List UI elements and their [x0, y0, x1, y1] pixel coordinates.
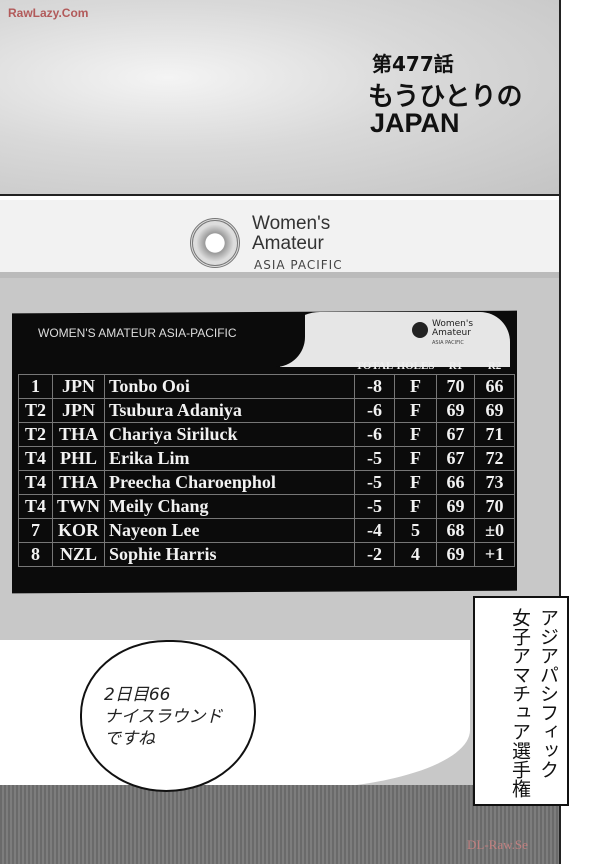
- watermark-bottom: DL-Raw.Se: [467, 837, 528, 852]
- cell-name: Nayeon Lee: [104, 517, 356, 543]
- cell-country: JPN: [51, 397, 106, 423]
- cell-total: -4: [354, 517, 396, 543]
- cell-total: -5: [354, 445, 396, 471]
- watermark-top: RawLazy.Com: [8, 6, 89, 20]
- sky-panel: [0, 0, 560, 196]
- cell-name: Meily Chang: [104, 493, 356, 519]
- leaderboard-row: 7 KOR Nayeon Lee -4 5 68 ±0: [18, 517, 516, 543]
- leaderboard-row: T4 PHL Erika Lim -5 F 67 72: [18, 445, 516, 471]
- ground: [0, 785, 559, 864]
- cell-holes: F: [394, 373, 438, 399]
- cell-total: -6: [354, 421, 396, 447]
- cell-holes: 5: [394, 517, 438, 543]
- cell-name: Tsubura Adaniya: [104, 397, 356, 423]
- cell-r2: 73: [474, 469, 516, 495]
- cell-r1: 69: [436, 493, 476, 519]
- panel-border: [559, 0, 561, 864]
- cell-pos: T4: [18, 469, 53, 495]
- col-total: TOTAL: [355, 359, 394, 372]
- leaderboard-table: TOTAL HOLES R1 R2 1 JPN Tonbo Ooi -8 F 70 66 T2…: [18, 358, 516, 567]
- cell-country: JPN: [51, 373, 106, 399]
- chapter-number: 第477話: [372, 52, 454, 76]
- cell-pos: T2: [18, 421, 53, 447]
- cell-pos: T2: [18, 397, 53, 423]
- cell-r2: ±0: [474, 517, 516, 543]
- chapter-title-line1: もうひとりの: [368, 82, 523, 112]
- banner-logo-sub: ASIA PACIFIC: [254, 258, 343, 272]
- cell-r1: 67: [436, 421, 476, 447]
- cell-name: Tonbo Ooi: [104, 373, 356, 399]
- cell-holes: F: [394, 421, 438, 447]
- cell-holes: 4: [394, 541, 438, 567]
- cell-pos: T4: [18, 445, 53, 471]
- cell-r1: 70: [436, 373, 476, 399]
- leaderboard-row: T2 JPN Tsubura Adaniya -6 F 69 69: [18, 397, 516, 423]
- cell-name: Sophie Harris: [104, 541, 356, 567]
- cell-r1: 69: [436, 541, 476, 567]
- cell-total: -2: [354, 541, 396, 567]
- tournament-logo-icon: [190, 218, 240, 268]
- cell-total: -5: [354, 469, 396, 495]
- cell-pos: 8: [18, 541, 53, 567]
- caption-box: [473, 596, 569, 806]
- col-holes: HOLES: [396, 359, 435, 372]
- banner-logo-text: Women's Amateur: [252, 213, 331, 254]
- cell-country: TWN: [51, 493, 106, 519]
- mini-logo-sub: ASIA PACIFIC: [432, 340, 464, 346]
- cell-country: PHL: [51, 445, 106, 471]
- cell-country: KOR: [51, 517, 106, 543]
- tournament-banner: [0, 200, 559, 278]
- cell-r1: 66: [436, 469, 476, 495]
- mini-logo-icon: [412, 322, 428, 338]
- cell-r2: 66: [474, 373, 516, 399]
- cell-holes: F: [394, 469, 438, 495]
- cell-r2: 71: [474, 421, 516, 447]
- cell-r2: 70: [474, 493, 516, 519]
- speech-bubble-text: 2日目66 ナイスラウンド ですね: [104, 685, 223, 749]
- cell-r1: 67: [436, 445, 476, 471]
- cell-country: THA: [51, 421, 106, 447]
- cell-r2: 72: [474, 445, 516, 471]
- cell-country: NZL: [51, 541, 106, 567]
- cell-r1: 68: [436, 517, 476, 543]
- col-r2: R2: [487, 359, 502, 372]
- speech-bubble: [80, 640, 256, 792]
- leaderboard-row: T4 THA Preecha Charoenphol -5 F 66 73: [18, 469, 516, 495]
- cell-name: Erika Lim: [104, 445, 356, 471]
- leaderboard-row: T2 THA Chariya Siriluck -6 F 67 71: [18, 421, 516, 447]
- cell-total: -5: [354, 493, 396, 519]
- leaderboard-row: 1 JPN Tonbo Ooi -8 F 70 66: [18, 373, 516, 399]
- cell-r2: +1: [474, 541, 516, 567]
- cell-name: Chariya Siriluck: [104, 421, 356, 447]
- cell-country: THA: [51, 469, 106, 495]
- cell-pos: T4: [18, 493, 53, 519]
- board-logo-area: [280, 312, 510, 367]
- cell-pos: 1: [18, 373, 53, 399]
- leaderboard-row: 8 NZL Sophie Harris -2 4 69 +1: [18, 541, 516, 567]
- cell-total: -6: [354, 397, 396, 423]
- cell-name: Preecha Charoenphol: [104, 469, 356, 495]
- cell-r2: 69: [474, 397, 516, 423]
- leaderboard-heading: WOMEN'S AMATEUR ASIA-PACIFIC: [38, 326, 237, 340]
- leaderboard-row: T4 TWN Meily Chang -5 F 69 70: [18, 493, 516, 519]
- cell-pos: 7: [18, 517, 53, 543]
- cell-holes: F: [394, 493, 438, 519]
- caption-text: アジアパシフィック 女子アマチュア選手権: [509, 608, 559, 798]
- cell-holes: F: [394, 445, 438, 471]
- col-r1: R1: [448, 359, 463, 372]
- cell-holes: F: [394, 397, 438, 423]
- mini-logo-text: Women's Amateur: [432, 319, 474, 338]
- chapter-title-line2: JAPAN: [370, 108, 460, 138]
- cell-r1: 69: [436, 397, 476, 423]
- cell-total: -8: [354, 373, 396, 399]
